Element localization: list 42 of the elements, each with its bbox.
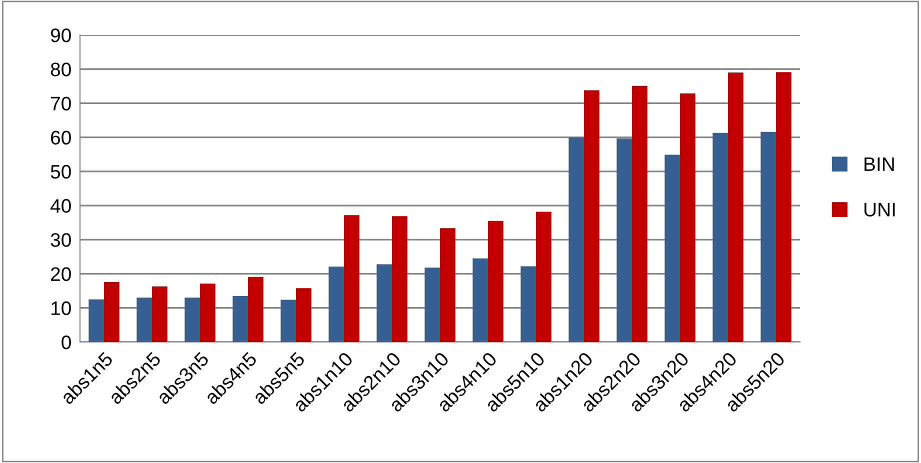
y-tick-label: 50 (50, 164, 71, 179)
bar (136, 298, 152, 342)
bar (760, 132, 776, 342)
bar (472, 258, 488, 342)
bar (152, 286, 168, 342)
bar (280, 300, 296, 342)
bar (680, 93, 696, 342)
bar (344, 215, 360, 342)
legend-label: BIN (864, 157, 894, 171)
bar (488, 220, 504, 342)
bar (392, 216, 408, 342)
bar (776, 72, 792, 342)
bar (296, 288, 312, 342)
bar (584, 90, 600, 342)
legend-label: UNI (864, 202, 895, 216)
y-tick-label: 40 (50, 199, 71, 213)
bar (232, 296, 248, 342)
bar (104, 282, 120, 342)
bar (664, 154, 680, 342)
bar (200, 284, 216, 342)
bar (712, 132, 728, 342)
y-tick-label: 70 (51, 96, 71, 110)
bar (616, 138, 632, 342)
y-tick-label: 20 (51, 267, 71, 282)
bar (328, 266, 344, 342)
y-tick-label: 0 (62, 335, 71, 350)
bar (520, 266, 536, 342)
y-tick-label: 10 (52, 301, 71, 316)
bar (536, 212, 552, 342)
bar (728, 72, 744, 342)
bar (376, 264, 392, 342)
bar (440, 228, 456, 342)
y-tick-label: 90 (50, 28, 71, 42)
bar (568, 137, 584, 342)
bar (632, 86, 648, 342)
bar (184, 298, 200, 342)
y-tick-label: 30 (50, 233, 71, 247)
y-tick-label: 60 (51, 130, 71, 145)
bar (424, 268, 440, 342)
y-tick-label: 80 (50, 62, 71, 76)
bar (248, 276, 264, 342)
bar (88, 299, 104, 342)
